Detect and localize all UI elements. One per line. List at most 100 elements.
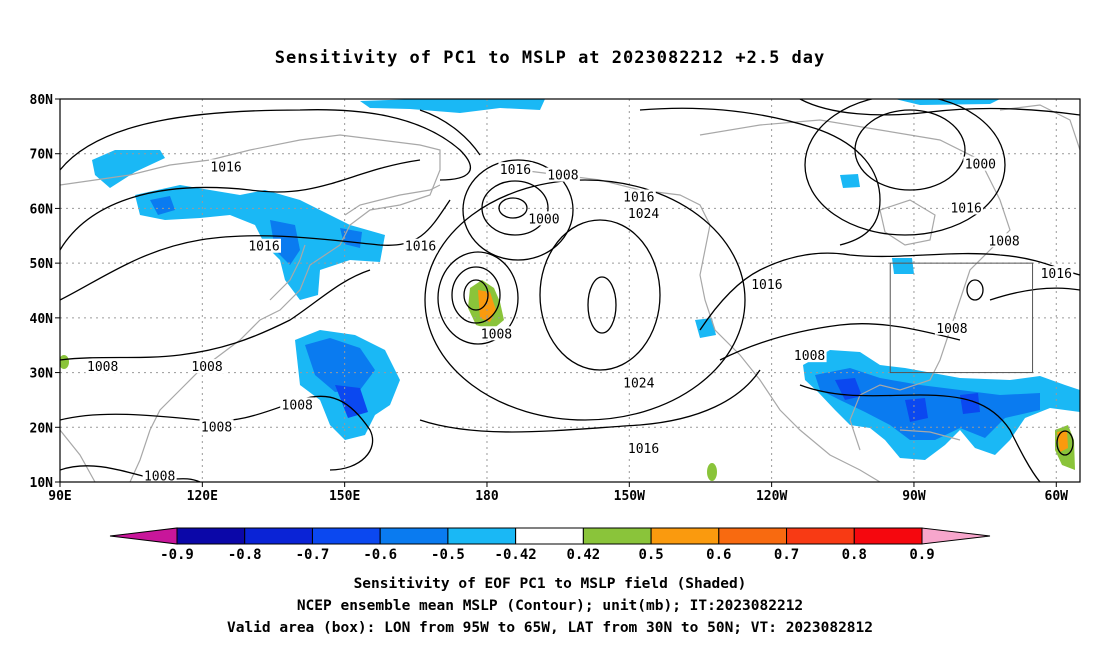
colorbar-swatch <box>447 527 517 545</box>
colorbar-label: -0.8 <box>228 547 262 563</box>
contour-high-1024-inner <box>587 276 617 334</box>
shade-region-arctic <box>360 99 545 113</box>
contour-low-1000-inner <box>498 197 528 219</box>
contour-label: 1016 <box>500 163 531 178</box>
lon-tick-label: 90E <box>48 489 71 504</box>
shade-region-positive-small <box>707 463 717 481</box>
contour-label-bg <box>792 348 827 363</box>
shade-region-siberia <box>92 150 165 188</box>
contour-low-1000-na <box>854 109 966 191</box>
contour-label: 1008 <box>794 349 825 364</box>
lat-tick-label: 20N <box>30 421 54 436</box>
shade-region-okhotsk-core <box>150 196 175 215</box>
lon-tick-label: 120E <box>187 489 218 504</box>
contour-label-bg <box>247 238 281 253</box>
contour-1016-arctic <box>419 109 481 156</box>
contour-label-bg <box>479 326 514 341</box>
sensitivity-shading <box>60 99 1080 481</box>
colorbar-label: 0.8 <box>842 547 867 563</box>
shade-region-caribbean-core-3 <box>960 393 980 414</box>
contour-label: 1016 <box>210 160 241 175</box>
coastline-cuba <box>899 429 961 441</box>
colorbar-label: 0.6 <box>706 547 731 563</box>
shade-region-okhotsk <box>135 185 385 300</box>
coastline-greenland <box>999 104 1080 151</box>
contour-label: 1016 <box>248 240 279 255</box>
contour-low-east-inner <box>1056 430 1074 456</box>
coastline-alaska <box>519 169 881 482</box>
colorbar-swatch <box>853 527 923 545</box>
contour-label: 1016 <box>628 442 659 457</box>
contour-label-bg <box>987 233 1022 248</box>
colorbar-swatch <box>786 527 855 545</box>
lat-tick-label: 80N <box>30 93 54 108</box>
shade-region-positive-small-2 <box>60 355 69 369</box>
contour-label: 1000 <box>528 212 559 227</box>
colorbar-label: 0.42 <box>567 547 601 563</box>
contour-label: 1008 <box>201 420 232 435</box>
colorbar-label: -0.9 <box>160 547 194 563</box>
colorbar-label: 0.5 <box>638 547 663 563</box>
contour-label: 1016 <box>1041 267 1072 282</box>
contour-label: 1016 <box>405 240 436 255</box>
contour-1016-na <box>699 252 1080 331</box>
coastline-kamchatka <box>344 184 441 216</box>
contour-labels: 1016 1016 1016 1016 1008 1016 1024 1000 1008 1024… <box>85 156 1074 485</box>
contour-1008-na-south <box>719 323 961 361</box>
contour-label-bg <box>621 375 656 390</box>
contour-low-1008-na <box>804 99 1006 236</box>
contour-label: 1008 <box>481 327 512 342</box>
contour-high-1016 <box>424 179 746 421</box>
contour-label-bg <box>621 189 656 204</box>
contour-label-bg <box>85 359 120 374</box>
contour-label: 1008 <box>282 398 313 413</box>
lon-tick-label: 150W <box>614 489 645 504</box>
lon-tick-label: 60W <box>1045 489 1069 504</box>
contour-1016-west <box>60 109 472 181</box>
coastline-japan <box>269 244 306 301</box>
contour-label-bg <box>626 441 661 456</box>
colorbar-swatch <box>244 527 313 545</box>
contour-label: 1008 <box>936 322 967 337</box>
contour-label: 1008 <box>191 360 222 375</box>
contour-1016-north <box>60 159 421 251</box>
contour-1008-far-north <box>799 99 1080 116</box>
figure-title: Sensitivity of PC1 to MSLP at 2023082212… <box>274 48 826 68</box>
shade-region-nw-pacific-core <box>335 385 368 418</box>
contour-label: 1008 <box>547 169 578 184</box>
colorbar-high-end <box>921 527 991 545</box>
contour-label-bg <box>949 200 984 215</box>
lat-tick-label: 30N <box>30 367 54 382</box>
colorbar-label: -0.6 <box>363 547 397 563</box>
caption-line-3: Valid area (box): LON from 95W to 65W, L… <box>226 620 873 636</box>
lat-tick-label: 50N <box>30 257 54 272</box>
contour-label-bg <box>403 238 438 253</box>
contour-label: 1016 <box>950 201 981 216</box>
coastline-india <box>60 429 96 482</box>
shade-region-caribbean-mid <box>815 368 1040 440</box>
lon-tick-label: 180 <box>475 489 499 504</box>
caption-block: Sensitivity of EOF PC1 to MSLP field (Sh… <box>0 573 1100 639</box>
contour-label-bg <box>209 159 244 174</box>
contour-label: 1008 <box>144 470 175 485</box>
lon-tick-label: 90W <box>902 489 926 504</box>
colorbar-swatch <box>582 527 652 545</box>
shade-region-positive-east-core <box>1057 430 1068 452</box>
colorbar-label: 0.7 <box>774 547 799 563</box>
colorbar-swatch <box>718 527 788 545</box>
coastline-asia <box>60 134 441 482</box>
contour-label-bg <box>934 320 969 335</box>
contour-label: 1016 <box>751 278 782 293</box>
lat-tick-label: 60N <box>30 202 54 217</box>
colorbar-swatch <box>515 527 584 545</box>
shade-region-positive-dateline-core <box>478 290 496 322</box>
contour-1016-east-pac <box>639 107 881 246</box>
contour-1008-india <box>60 465 201 482</box>
contour-1016-atlantic <box>989 287 1080 301</box>
contour-label-bg <box>963 156 998 171</box>
contour-label-bg <box>526 211 561 226</box>
contour-label-bg <box>545 167 580 182</box>
colorbar-swatch <box>379 527 449 545</box>
contour-label-bg <box>280 397 315 412</box>
